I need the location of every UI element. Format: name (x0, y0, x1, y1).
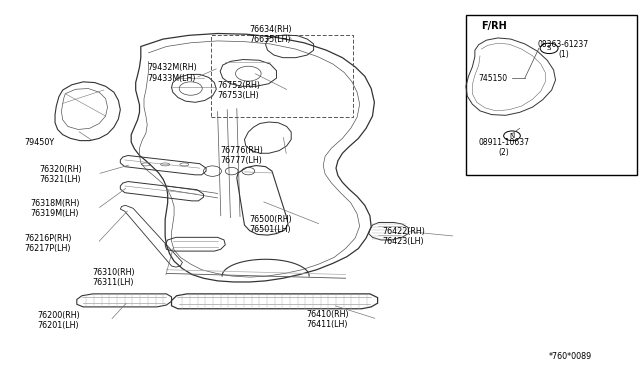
Text: 79450Y: 79450Y (24, 138, 54, 147)
Text: 76200(RH): 76200(RH) (37, 311, 80, 320)
Text: 79432M(RH): 79432M(RH) (147, 63, 197, 72)
Text: 79433M(LH): 79433M(LH) (147, 74, 196, 83)
Text: 76422(RH): 76422(RH) (383, 227, 426, 236)
Text: 76501(LH): 76501(LH) (250, 225, 291, 234)
Text: 76410(RH): 76410(RH) (306, 310, 349, 319)
Text: (2): (2) (498, 148, 509, 157)
Text: 76321(LH): 76321(LH) (40, 175, 81, 184)
Text: N: N (509, 133, 515, 139)
Text: 76423(LH): 76423(LH) (383, 237, 424, 246)
Text: 76500(RH): 76500(RH) (250, 215, 292, 224)
Text: 76411(LH): 76411(LH) (306, 320, 348, 329)
Text: 08911-10637: 08911-10637 (479, 138, 530, 147)
Text: 76752(RH): 76752(RH) (218, 81, 260, 90)
Text: 76319M(LH): 76319M(LH) (31, 209, 79, 218)
Text: *760*0089: *760*0089 (549, 352, 593, 361)
Text: 76635(LH): 76635(LH) (250, 35, 291, 44)
Text: 76310(RH): 76310(RH) (93, 268, 136, 277)
Text: 76318M(RH): 76318M(RH) (31, 199, 80, 208)
Text: 76216P(RH): 76216P(RH) (24, 234, 72, 243)
Text: 76753(LH): 76753(LH) (218, 91, 259, 100)
Text: 745150: 745150 (479, 74, 508, 83)
Bar (211, 35, 353, 117)
Bar (466, 15, 637, 175)
Text: F/RH: F/RH (481, 21, 507, 31)
Text: 76311(LH): 76311(LH) (93, 278, 134, 287)
Text: 76320(RH): 76320(RH) (40, 165, 83, 174)
Text: 76776(RH): 76776(RH) (221, 146, 264, 155)
Text: (1): (1) (559, 50, 570, 59)
Text: 76777(LH): 76777(LH) (221, 156, 262, 165)
Text: 76217P(LH): 76217P(LH) (24, 244, 71, 253)
Text: 76201(LH): 76201(LH) (37, 321, 79, 330)
Text: S: S (547, 45, 551, 51)
Text: 76634(RH): 76634(RH) (250, 25, 292, 34)
Text: 08363-61237: 08363-61237 (538, 40, 589, 49)
